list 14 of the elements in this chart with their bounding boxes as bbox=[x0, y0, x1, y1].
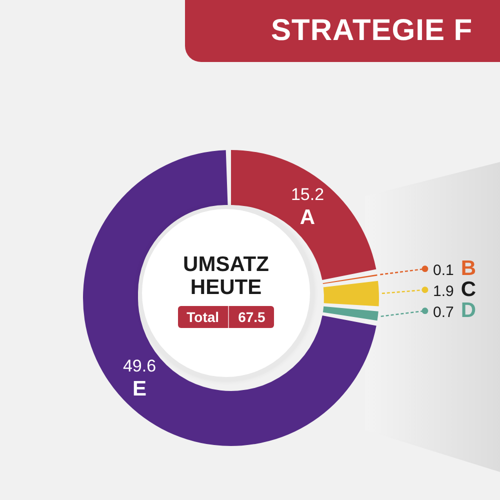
text: Total bbox=[186, 308, 220, 327]
chart-title: STRATEGIE F bbox=[271, 14, 473, 48]
slice-label: B bbox=[460, 256, 476, 280]
slice-label: C bbox=[460, 278, 476, 301]
data-label: 0.1 bbox=[433, 262, 454, 279]
data-label: 15.2 bbox=[290, 184, 324, 204]
data-label: 49.6 bbox=[122, 356, 156, 376]
slice-label: D bbox=[460, 298, 476, 322]
text: 67.5 bbox=[228, 306, 274, 328]
data-label: 0.7 bbox=[433, 304, 454, 321]
slice-label: E bbox=[132, 377, 147, 400]
data-label: 1.9 bbox=[433, 282, 454, 300]
text: UMSATZ HEUTE bbox=[182, 253, 270, 299]
slice-label: A bbox=[300, 206, 316, 229]
